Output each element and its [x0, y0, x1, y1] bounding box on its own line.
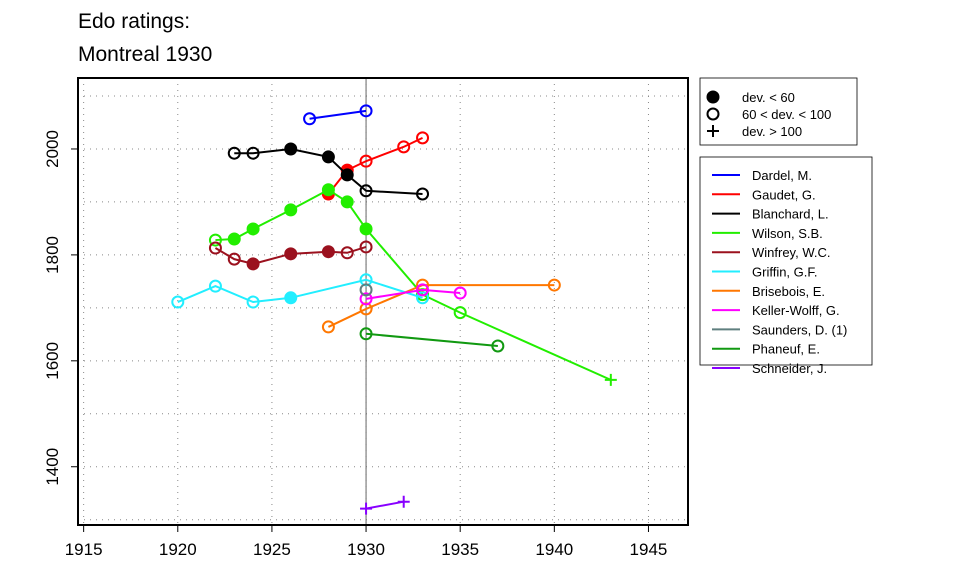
series-line	[365, 332, 498, 347]
data-point	[284, 203, 298, 217]
plot-frame	[77, 77, 689, 526]
legend-marker-plus-icon	[707, 125, 719, 137]
legend-series-label: Brisebois, E.	[752, 284, 825, 299]
y-tick-label: 2000	[43, 130, 62, 168]
y-tick-label: 1600	[43, 342, 62, 380]
x-tick-label: 1915	[65, 540, 103, 559]
legend-marker-label: dev. < 60	[742, 90, 795, 105]
data-point	[284, 291, 298, 305]
chart-title-line-1: Edo ratings:	[78, 10, 190, 33]
data-point	[246, 146, 260, 160]
legend-series-label: Blanchard, L.	[752, 207, 829, 222]
series-brisebois-e	[321, 278, 561, 334]
legend-series-label: Phaneuf, E.	[752, 342, 820, 357]
series-phaneuf-e	[359, 327, 505, 353]
series-winfrey-w-c	[208, 240, 373, 271]
grid	[78, 78, 688, 525]
legend-series-label: Wilson, S.B.	[752, 226, 823, 241]
data-point	[171, 295, 185, 309]
data-point	[359, 154, 373, 168]
series-line	[327, 284, 555, 328]
data-point	[359, 184, 373, 198]
legend-series-label: Winfrey, W.C.	[752, 245, 830, 260]
data-point	[360, 502, 373, 515]
series-schneider-j	[360, 495, 410, 515]
data-point	[227, 252, 241, 266]
data-point	[246, 257, 260, 271]
legend-marker-label: 60 < dev. < 100	[742, 107, 831, 122]
data-point	[208, 241, 222, 255]
data-point	[359, 104, 373, 118]
data-point	[321, 183, 335, 197]
x-tick-label: 1940	[535, 540, 573, 559]
series-line	[365, 288, 461, 300]
data-point	[453, 286, 467, 300]
series-griffin-g-f	[171, 273, 430, 309]
data-point	[227, 146, 241, 160]
x-tick-label: 1945	[630, 540, 668, 559]
data-point	[397, 140, 411, 154]
legend-marker-open-icon	[706, 107, 720, 121]
marker-legend-box	[699, 77, 858, 146]
data-point	[359, 327, 373, 341]
data-point	[340, 195, 354, 209]
data-point	[547, 278, 561, 292]
legend-marker-filled-icon	[706, 90, 720, 104]
legend-series-label: Gaudet, G.	[752, 187, 816, 202]
data-point	[208, 279, 222, 293]
data-point	[416, 187, 430, 201]
series-keller-wolff-g	[359, 283, 467, 306]
axes: 1915 1920 1925 1930 1935 1940 1945 1400 1600 1800…	[43, 130, 667, 559]
data-point	[416, 283, 430, 297]
data-point	[340, 168, 354, 182]
data-point	[416, 131, 430, 145]
series-line	[327, 136, 423, 195]
data-point	[321, 245, 335, 259]
series-blanchard-l	[227, 142, 430, 201]
data-point	[453, 306, 467, 320]
series-line	[309, 109, 367, 120]
data-point	[359, 283, 373, 297]
series-wilson-s-b	[208, 183, 617, 386]
legend-series-label: Griffin, G.F.	[752, 265, 818, 280]
y-tick-label: 1800	[43, 236, 62, 274]
data-point	[359, 292, 373, 306]
data-point	[397, 495, 410, 508]
legend-series-label: Saunders, D. (1)	[752, 322, 847, 337]
data-point	[246, 295, 260, 309]
series-saunders-d-1	[359, 283, 373, 297]
series-line	[215, 188, 612, 381]
data-point	[227, 232, 241, 246]
legend-series-label: Schneider, J.	[752, 361, 827, 376]
data-point	[246, 222, 260, 236]
series-dardel-m	[303, 104, 373, 126]
series-line	[365, 500, 404, 510]
data-point	[208, 233, 222, 247]
series-line	[177, 278, 423, 304]
series-legend: Dardel, M. Gaudet, G. Blanchard, L. Wilson,…	[699, 156, 873, 376]
x-tick-label: 1920	[159, 540, 197, 559]
series-layer	[171, 104, 617, 515]
data-point	[416, 291, 430, 305]
legend-marker-label: dev. > 100	[742, 124, 802, 139]
x-tick-label: 1935	[441, 540, 479, 559]
data-point	[604, 373, 617, 386]
data-point	[340, 246, 354, 260]
legend-series-label: Keller-Wolff, G.	[752, 303, 840, 318]
x-tick-label: 1930	[347, 540, 385, 559]
data-point	[359, 240, 373, 254]
data-point	[284, 247, 298, 261]
marker-legend: dev. < 60 60 < dev. < 100 dev. > 100	[699, 77, 858, 146]
data-point	[359, 222, 373, 236]
chart-title-line-2: Montreal 1930	[78, 43, 212, 66]
legend-series-label: Dardel, M.	[752, 168, 812, 183]
data-point	[303, 112, 317, 126]
data-point	[491, 339, 505, 353]
y-tick-label: 1400	[43, 448, 62, 486]
x-tick-label: 1925	[253, 540, 291, 559]
data-point	[321, 320, 335, 334]
data-point	[321, 150, 335, 164]
data-point	[284, 142, 298, 156]
